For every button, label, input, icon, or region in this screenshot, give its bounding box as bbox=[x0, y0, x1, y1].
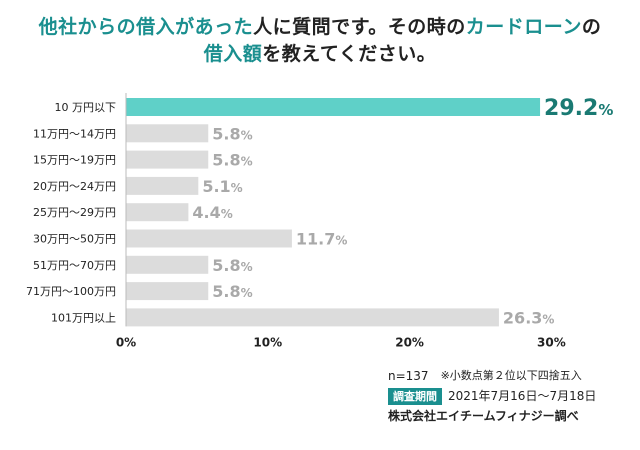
survey-footer: n=137 ※小数点第２位以下四捨五入 調査期間 2021年7月16日〜7月18… bbox=[388, 366, 596, 426]
bar bbox=[126, 176, 199, 195]
title-segment: 他社からの bbox=[38, 16, 137, 38]
bar bbox=[126, 203, 189, 222]
rounding-note: ※小数点第２位以下四捨五入 bbox=[440, 369, 582, 382]
category-label: 101万円以上 bbox=[51, 311, 116, 324]
value-label: 26.3% bbox=[503, 308, 555, 327]
source-company: 株式会社エイチームフィナジー調べ bbox=[388, 409, 579, 423]
x-tick-label: 30% bbox=[537, 335, 566, 349]
value-label: 5.1% bbox=[202, 177, 242, 196]
title-segment: の bbox=[581, 16, 602, 38]
title-segment: 借入があった bbox=[136, 16, 254, 38]
value-label: 5.8% bbox=[212, 282, 252, 301]
category-label: 25万円〜29万円 bbox=[33, 206, 116, 219]
bar bbox=[126, 124, 209, 143]
x-tick-label: 0% bbox=[116, 335, 136, 349]
title-segment: 借入額 bbox=[203, 43, 263, 65]
title-segment: を教えてください。 bbox=[262, 43, 437, 65]
bar bbox=[126, 150, 209, 169]
category-label: 71万円〜100万円 bbox=[26, 285, 116, 298]
x-tick-label: 10% bbox=[253, 335, 282, 349]
category-label: 20万円〜24万円 bbox=[33, 180, 116, 193]
chart-title: 他社からの借入があった人に質問です。その時のカードローンの 借入額を教えてくださ… bbox=[0, 14, 640, 68]
chart-title-line-1: 他社からの借入があった人に質問です。その時のカードローンの bbox=[0, 14, 640, 41]
value-label: 29.2% bbox=[544, 96, 613, 121]
bar bbox=[126, 255, 209, 274]
category-label: 10 万円以下 bbox=[55, 101, 117, 114]
title-segment: 人に質問です。その時の bbox=[253, 16, 466, 38]
category-label: 51万円〜70万円 bbox=[33, 259, 116, 272]
value-label: 5.8% bbox=[212, 256, 252, 275]
bar bbox=[126, 308, 499, 327]
category-label: 11万円〜14万円 bbox=[33, 127, 116, 140]
category-label: 15万円〜19万円 bbox=[33, 154, 116, 167]
value-label: 5.8% bbox=[212, 124, 252, 143]
category-label: 30万円〜50万円 bbox=[33, 233, 116, 246]
bar bbox=[126, 282, 209, 301]
bar bbox=[126, 98, 541, 116]
x-tick-label: 20% bbox=[395, 335, 424, 349]
bar bbox=[126, 229, 292, 248]
value-label: 5.8% bbox=[212, 151, 252, 170]
value-label: 4.4% bbox=[192, 203, 232, 222]
survey-period-badge: 調査期間 bbox=[388, 387, 442, 405]
sample-size: n=137 bbox=[388, 369, 429, 383]
survey-period: 2021年7月16日〜7月18日 bbox=[448, 389, 597, 403]
value-label: 11.7% bbox=[296, 230, 348, 249]
title-segment: カードローン bbox=[465, 16, 582, 38]
chart-title-line-2: 借入額を教えてください。 bbox=[0, 41, 640, 68]
